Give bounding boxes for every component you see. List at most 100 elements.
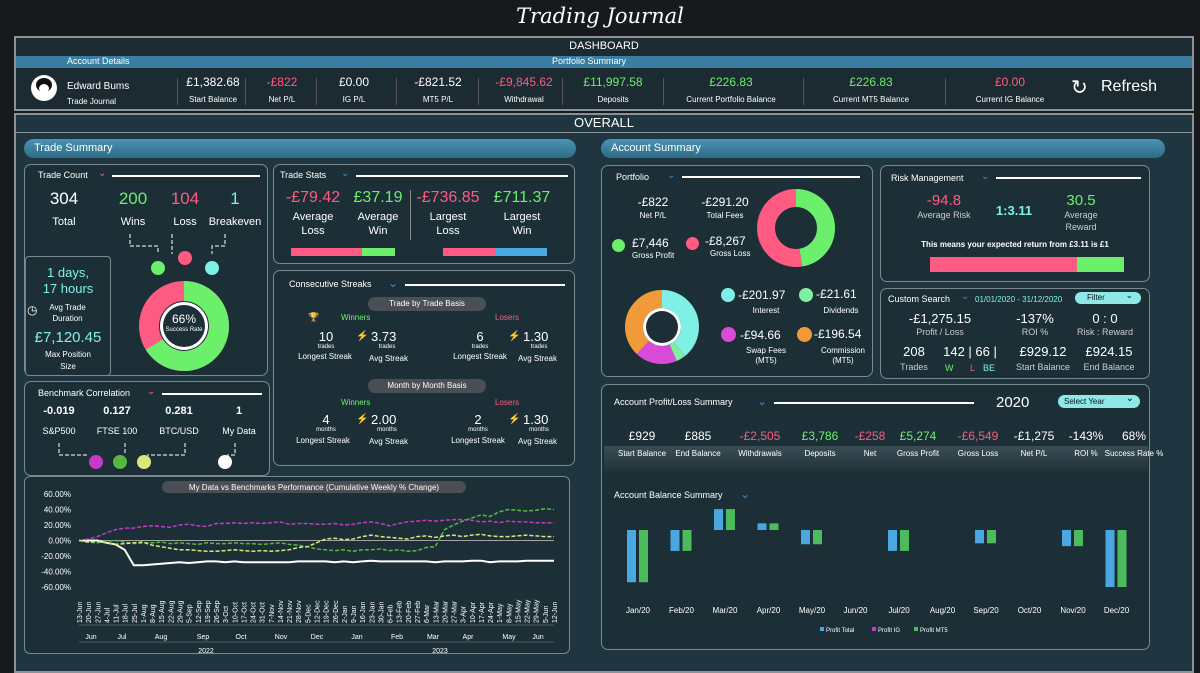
search-start: £929.12 <box>1019 344 1067 359</box>
total-label: Total <box>52 216 76 228</box>
chevron-down-icon[interactable]: ⌄ <box>740 487 751 501</box>
chevron-down-icon[interactable]: ⌄ <box>388 276 399 290</box>
month-label: Mar <box>427 634 440 641</box>
chevron-down-icon: ⌄ <box>1125 290 1133 300</box>
kpi-label: MT5 P/L <box>422 95 454 104</box>
total-value: 304 <box>49 189 79 208</box>
balance-bar <box>714 509 723 530</box>
refresh-icon: ↻ <box>1071 77 1088 99</box>
lightning-icon: ⚡ <box>508 331 521 342</box>
gross-donut <box>757 189 835 267</box>
success-rate-value: 66% <box>171 312 197 326</box>
y-tick-label: 20.00% <box>44 521 71 530</box>
refresh-button[interactable]: ↻ Refresh <box>1069 76 1169 99</box>
gross-loss-label: Gross Loss <box>710 249 751 258</box>
lightning-icon: ⚡ <box>356 414 369 425</box>
performance-chart: My Data vs Benchmarks Performance (Cumul… <box>41 481 559 654</box>
divider <box>682 176 860 178</box>
benchmark-value: 0.281 <box>165 405 193 417</box>
x-tick-label: 20-Jun <box>86 601 93 623</box>
x-tick-label: 13-Feb <box>397 601 404 623</box>
trade-count-label: Trade Count <box>38 170 88 180</box>
date-range[interactable]: 01/01/2020 - 31/12/2020 <box>975 295 1063 304</box>
kpi-separator <box>663 78 664 105</box>
chevron-down-icon[interactable]: ⌄ <box>667 170 676 181</box>
balance-bar <box>1105 530 1115 587</box>
search-start-label: Start Balance <box>1015 362 1071 372</box>
month-unit: months <box>316 427 336 433</box>
swap-fees-dot <box>721 327 736 342</box>
chevron-down-icon[interactable]: ⌄ <box>961 291 970 302</box>
stat-label: Largest Loss <box>429 211 467 237</box>
trade-count-connectors <box>129 234 226 275</box>
x-tick-label: 29-Aug <box>177 600 184 623</box>
balance-bar <box>900 530 909 551</box>
kpi-separator <box>945 78 946 105</box>
stat-label: Average Win <box>357 211 399 237</box>
balance-bar <box>801 530 810 545</box>
month-loss-longest: 2 <box>474 412 482 427</box>
kpi-label: Withdrawal <box>504 95 544 104</box>
search-w: W <box>945 363 954 373</box>
x-tick-label: 12-Dec <box>315 600 322 623</box>
benchmark-label: Benchmark Correlation <box>38 388 131 398</box>
avg-label: Avg Streak <box>369 354 408 363</box>
month-loss-avg: 1.30 <box>523 412 549 427</box>
x-tick-label: 3-Oct <box>223 606 230 623</box>
chevron-down-icon[interactable]: ⌄ <box>98 168 107 179</box>
search-be: BE <box>983 363 996 373</box>
pl-summary-label: Account Profit/Loss Summary <box>614 397 733 407</box>
pl-value: -£2,505 <box>739 429 781 443</box>
risk-value-label: Average Risk <box>917 210 971 220</box>
chevron-down-icon: ⌄ <box>1125 393 1134 404</box>
losers-label: Losers <box>495 398 520 407</box>
winners-label: Winners <box>341 398 371 407</box>
pl-summary-panel <box>601 384 1150 650</box>
balance-summary-label: Account Balance Summary <box>614 490 723 500</box>
benchmark-value: 1 <box>235 405 243 417</box>
filter-button[interactable]: Filter ⌄ <box>1075 290 1141 304</box>
benchmark-dot <box>113 455 127 469</box>
balance-bar <box>1117 530 1127 587</box>
total-fees-label: Total Fees <box>706 211 744 220</box>
chevron-down-icon[interactable]: ⌄ <box>981 171 990 182</box>
performance-chart-panel <box>24 476 570 654</box>
benchmark-label: FTSE 100 <box>96 426 138 436</box>
reward-label: Average Reward <box>1064 210 1098 232</box>
chevron-down-icon[interactable]: ⌄ <box>341 168 350 179</box>
avg-label: Avg Streak <box>518 437 557 446</box>
x-tick-label: 18-Jul <box>123 603 130 623</box>
divider <box>356 175 568 177</box>
kpi-separator <box>316 78 317 105</box>
kpi-value: -£821.52 <box>414 75 462 89</box>
select-year-button[interactable]: Select Year ⌄ <box>1058 393 1140 408</box>
kpi-separator <box>803 78 804 105</box>
x-tick-label: 3-Apr <box>461 605 468 623</box>
pl-value: -143% <box>1068 429 1104 443</box>
x-tick-label: 22-May <box>525 599 532 623</box>
x-tick-label: 5-Sep <box>187 604 194 623</box>
y-tick-label: -40.00% <box>41 568 71 577</box>
month-unit: months <box>468 427 488 433</box>
month-label: Jan/20 <box>626 606 651 615</box>
benchmark-label: S&P500 <box>42 426 76 436</box>
search-trades: 208 <box>903 344 925 359</box>
month-unit: months <box>529 427 549 433</box>
month-label: Dec <box>311 634 324 641</box>
x-tick-label: 28-Nov <box>296 600 303 623</box>
month-win-avg: 2.00 <box>371 412 397 427</box>
kpi-value: £0.00 <box>338 75 370 89</box>
stat-value: -£79.42 <box>285 189 341 206</box>
chevron-down-icon[interactable]: ⌄ <box>147 386 156 397</box>
interest-dot <box>721 288 735 302</box>
search-end-label: End Balance <box>1083 362 1135 372</box>
account-details-label: Account Details <box>67 56 130 66</box>
dashboard-label: DASHBOARD <box>569 40 639 52</box>
search-profit: -£1,275.15 <box>908 311 972 326</box>
max-position-value: £7,120.45 <box>34 329 102 346</box>
chevron-down-icon[interactable]: ⌄ <box>757 394 768 408</box>
x-tick-label: 13-Jun <box>77 601 84 623</box>
x-tick-label: 27-Jun <box>95 601 102 623</box>
benchmark-label: My Data <box>222 426 256 436</box>
x-tick-label: 26-Dec <box>333 600 340 623</box>
